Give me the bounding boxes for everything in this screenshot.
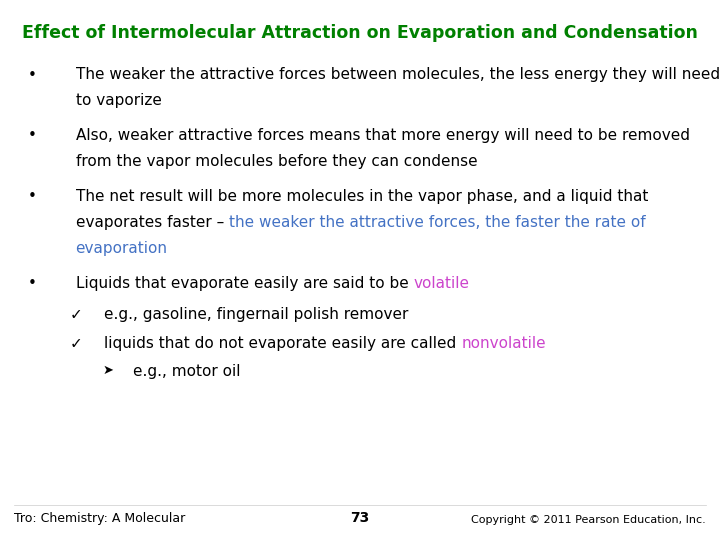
Text: 73: 73 [351, 511, 369, 525]
Text: The net result will be more molecules in the vapor phase, and a liquid that: The net result will be more molecules in… [76, 190, 648, 204]
Text: evaporation: evaporation [76, 241, 168, 256]
Text: evaporates faster –: evaporates faster – [76, 215, 229, 230]
Text: Copyright © 2011 Pearson Education, Inc.: Copyright © 2011 Pearson Education, Inc. [471, 515, 706, 525]
Text: ✓: ✓ [69, 307, 82, 322]
Text: Liquids that evaporate easily are said to be: Liquids that evaporate easily are said t… [76, 276, 413, 291]
Text: Effect of Intermolecular Attraction on Evaporation and Condensation: Effect of Intermolecular Attraction on E… [22, 24, 698, 42]
Text: The weaker the attractive forces between molecules, the less energy they will ne: The weaker the attractive forces between… [76, 68, 720, 83]
Text: ➤: ➤ [102, 364, 114, 377]
Text: •: • [28, 276, 37, 291]
Text: nonvolatile: nonvolatile [462, 336, 546, 351]
Text: Tro: Chemistry: A Molecular: Tro: Chemistry: A Molecular [14, 512, 186, 525]
Text: e.g., motor oil: e.g., motor oil [133, 364, 240, 379]
Text: •: • [28, 190, 37, 204]
Text: e.g., gasoline, fingernail polish remover: e.g., gasoline, fingernail polish remove… [104, 307, 409, 322]
Text: the weaker the attractive forces, the faster the rate of: the weaker the attractive forces, the fa… [229, 215, 645, 230]
Text: liquids that do not evaporate easily are called: liquids that do not evaporate easily are… [104, 336, 462, 351]
Text: •: • [28, 68, 37, 83]
Text: Also, weaker attractive forces means that more energy will need to be removed: Also, weaker attractive forces means tha… [76, 129, 690, 144]
Text: ✓: ✓ [69, 336, 82, 351]
Text: from the vapor molecules before they can condense: from the vapor molecules before they can… [76, 154, 477, 170]
Text: to vaporize: to vaporize [76, 93, 161, 109]
Text: volatile: volatile [413, 276, 469, 291]
Text: •: • [28, 129, 37, 144]
